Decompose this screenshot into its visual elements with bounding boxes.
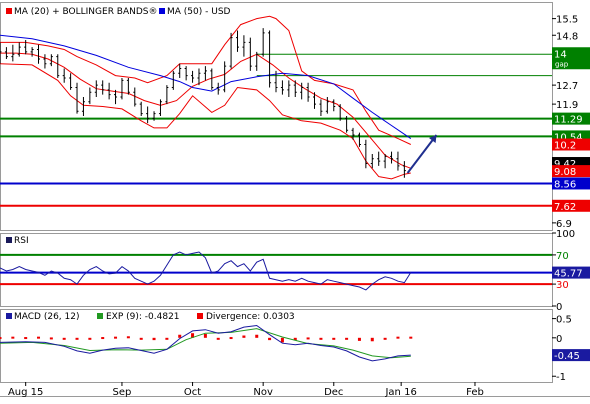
divergence-bar-5 [62, 337, 66, 340]
divergence-bar-25 [319, 337, 323, 340]
price-label-1: 11.29 [554, 115, 583, 126]
x-tick-label-3: Nov [253, 387, 273, 398]
legend-ma50-swatch [159, 8, 165, 14]
rsi-current-label: 45.77 [554, 269, 583, 280]
legend-signal-label: EXP (9): -0.4821 [106, 312, 180, 322]
bollinger-lower-band [0, 63, 411, 180]
divergence-bar-7 [88, 337, 92, 340]
x-tick-label-4: Dec [324, 387, 343, 398]
forecast-arrow-head [429, 135, 437, 143]
price-label-3: 10.2 [554, 141, 576, 152]
divergence-bar-1 [11, 336, 15, 339]
x-tick-label-2: Oct [184, 387, 201, 398]
divergence-bar-0 [0, 337, 2, 340]
divergence-bar-27 [345, 337, 349, 340]
x-tick-label-1: Sep [113, 387, 132, 398]
macd-y-label-0: 0.5 [556, 315, 572, 326]
divergence-bar-12 [152, 337, 156, 341]
rsi-y-label-1: 70 [556, 251, 569, 262]
divergence-bar-8 [101, 337, 105, 340]
divergence-bar-9 [114, 336, 118, 339]
legend-rsi-swatch [6, 237, 12, 243]
legend-rsi-label: RSI [14, 236, 29, 246]
macd-current-label: -0.45 [554, 351, 580, 362]
bollinger-upper-band [0, 15, 412, 145]
rsi-current-label-bg [552, 266, 590, 279]
legend-ma50-label: MA (50) - USD [167, 7, 231, 17]
legend-divergence-swatch [197, 313, 203, 319]
divergence-bar-24 [306, 337, 310, 340]
price-label-0: 14 [554, 49, 567, 60]
divergence-bar-28 [357, 337, 361, 341]
divergence-bar-13 [165, 337, 169, 340]
rsi-y-label-0: 100 [556, 229, 575, 240]
price-label-1-bg [552, 112, 590, 125]
price-label-6-bg [552, 177, 590, 190]
divergence-bar-3 [37, 336, 41, 339]
legend-macd-swatch [6, 313, 12, 319]
price-label-3-bg [552, 138, 590, 151]
macd-line [0, 324, 411, 362]
forecast-arrow-shaft [406, 134, 438, 174]
price-y-label-3: 11.9 [556, 100, 578, 111]
divergence-bar-18 [229, 337, 233, 340]
price-label-5: 9.08 [554, 167, 576, 178]
divergence-bar-26 [332, 337, 336, 340]
macd-signal-line [0, 328, 411, 359]
rsi-y-label-3: 0 [556, 302, 562, 313]
price-y-label-0: 15.5 [556, 15, 578, 26]
divergence-bar-15 [191, 333, 195, 338]
legend-ma20-label: MA (20) + BOLLINGER BANDS® [14, 7, 158, 17]
divergence-bar-11 [139, 337, 143, 340]
x-tick-label-6: Feb [466, 387, 484, 398]
divergence-bar-31 [396, 336, 400, 339]
price-label-5-bg [552, 165, 590, 178]
rsi-line [0, 251, 412, 291]
macd-panel-frame [0, 309, 553, 383]
legend-signal-swatch [97, 313, 103, 319]
legend-macd-label: MACD (26, 12) [14, 312, 80, 322]
price-label-6: 8.56 [554, 179, 576, 190]
price-y-label-4: 6.9 [556, 219, 572, 230]
price-label-2: 10.54 [554, 132, 583, 143]
divergence-bar-29 [370, 337, 374, 342]
legend-ma20-swatch [6, 8, 12, 14]
divergence-bar-2 [24, 337, 28, 340]
divergence-bar-32 [409, 336, 413, 339]
divergence-bar-10 [126, 336, 130, 339]
price-label-7: 7.62 [554, 202, 576, 213]
divergence-bar-14 [178, 334, 182, 338]
price-y-label-1: 14.8 [556, 31, 578, 42]
legend-divergence-label: Divergence: 0.0303 [206, 312, 295, 322]
price-label-4: 9.42 [554, 159, 576, 170]
divergence-bar-17 [216, 337, 220, 340]
divergence-bar-30 [383, 337, 387, 340]
divergence-bar-23 [293, 337, 297, 341]
x-tick-label-5: Jan 16 [384, 387, 416, 398]
divergence-bar-6 [75, 337, 79, 340]
macd-y-label-1: 0 [556, 334, 562, 345]
price-label-0-sub: gap [555, 60, 569, 68]
macd-y-label-3: -1 [556, 372, 566, 383]
rsi-panel-frame [0, 233, 553, 307]
rsi-y-label-2: 30 [556, 280, 569, 291]
divergence-bar-19 [242, 335, 246, 338]
price-label-0-bg [552, 47, 590, 70]
ma50-line [0, 34, 412, 140]
divergence-bar-20 [255, 334, 259, 338]
ma20-line [0, 52, 411, 169]
x-tick-label-0: Aug 15 [8, 387, 43, 398]
divergence-bar-16 [203, 333, 207, 338]
price-panel-frame [0, 2, 553, 231]
price-label-7-bg [552, 199, 590, 212]
divergence-bar-22 [280, 337, 284, 343]
price-y-label-2: 12.7 [556, 81, 578, 92]
divergence-bar-21 [268, 337, 272, 341]
macd-current-label-bg [552, 349, 590, 362]
divergence-bar-4 [49, 337, 53, 340]
